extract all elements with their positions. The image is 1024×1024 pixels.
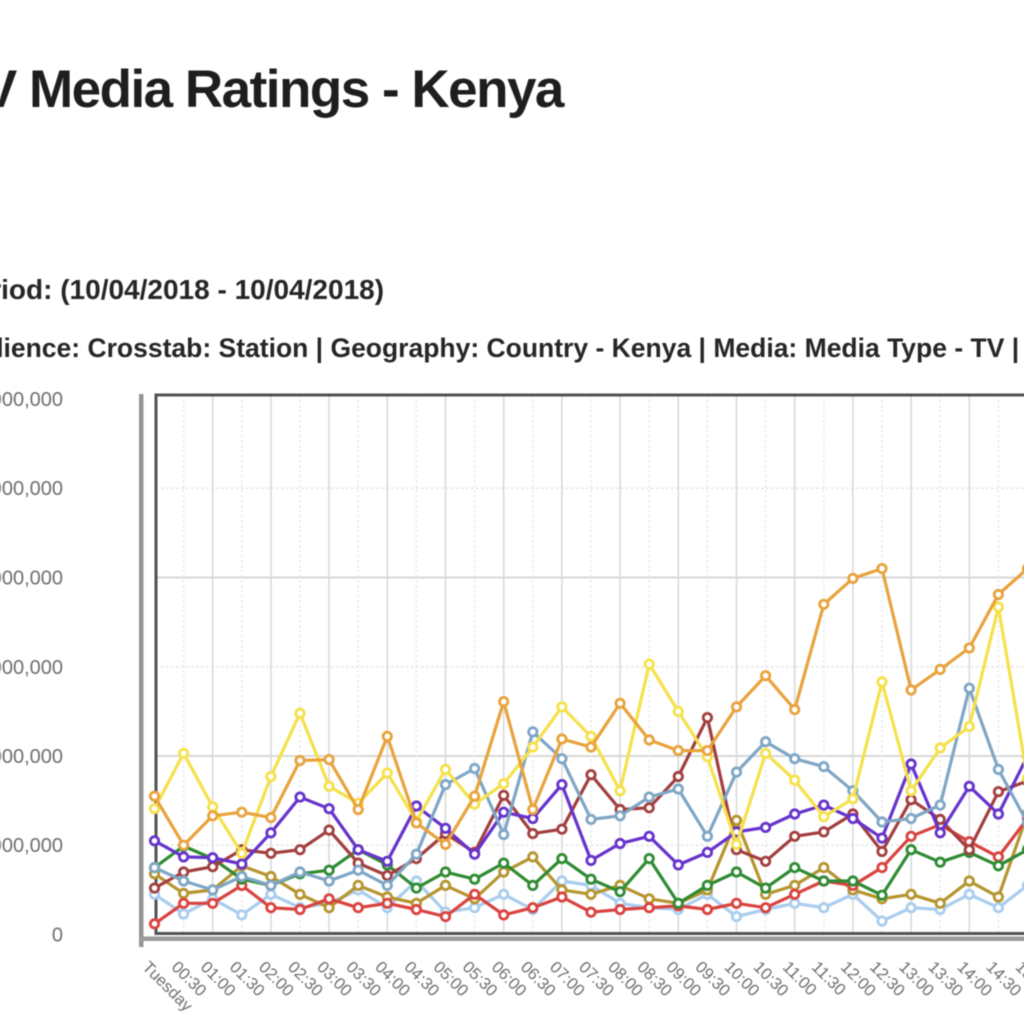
svg-text:6,000,000: 6,000,000 bbox=[0, 389, 63, 411]
svg-text:4,000,000: 4,000,000 bbox=[0, 568, 63, 590]
svg-text:2,000,000: 2,000,000 bbox=[0, 746, 63, 768]
svg-text:1,000,000: 1,000,000 bbox=[0, 835, 63, 857]
svg-text:5,000,000: 5,000,000 bbox=[0, 478, 63, 500]
svg-text:0: 0 bbox=[52, 925, 63, 947]
svg-text:3,000,000: 3,000,000 bbox=[0, 657, 63, 679]
